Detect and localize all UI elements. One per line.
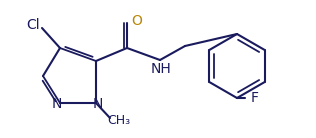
Text: N: N — [93, 97, 103, 111]
Text: CH₃: CH₃ — [107, 113, 131, 127]
Text: F: F — [251, 91, 259, 105]
Text: Cl: Cl — [26, 18, 40, 32]
Text: O: O — [131, 14, 143, 28]
Text: NH: NH — [151, 62, 171, 76]
Text: N: N — [52, 97, 62, 111]
